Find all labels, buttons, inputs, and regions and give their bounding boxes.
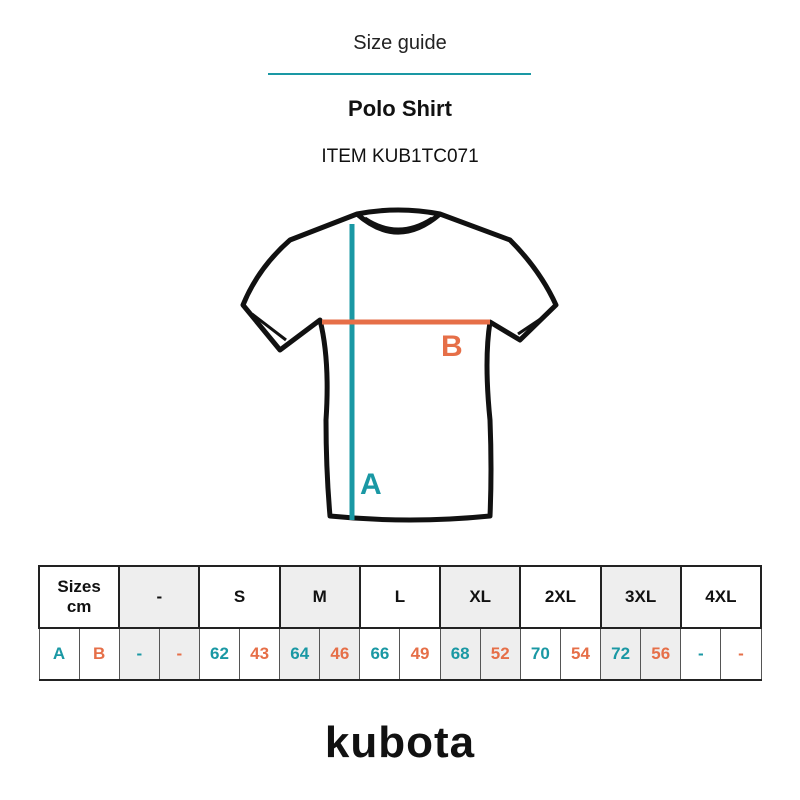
measurement-a: - [118,627,160,681]
row-label-a: A [38,627,80,681]
measurement-a: 68 [439,627,481,681]
size-header: L [358,565,442,629]
tshirt-diagram: A B [240,207,559,523]
measurement-b: 52 [479,627,521,681]
row-label-b: B [78,627,120,681]
measurement-b: - [720,627,762,681]
product-title: Polo Shirt [348,96,452,121]
size-table: Sizes cm - S M L XL 2XL 3XL 4XL A B - -62 4… [37,565,763,681]
measurement-a: 62 [198,627,241,681]
corner-cell: Sizes cm [37,565,121,629]
tshirt-collar [355,212,442,235]
measurement-a: 66 [359,627,401,681]
measurement-row: A B - -62 43 64 46 66 49 68 52 70 54 72 56- - [38,627,762,681]
measurement-b: 54 [559,627,602,681]
size-header: - [118,565,201,629]
item-code: ITEM KUB1TC071 [321,146,479,167]
size-header-row: Sizes cm - S M L XL 2XL 3XL 4XL [37,565,763,629]
measurement-b: 46 [319,627,361,681]
size-header: 3XL [599,565,682,629]
size-header: XL [439,565,522,629]
tshirt-outline [240,207,559,523]
measurement-b: 56 [640,627,682,681]
measurement-b: 49 [399,627,441,681]
size-header: S [198,565,281,629]
title-divider [268,73,531,75]
measurement-a: 72 [600,627,642,681]
measurement-b: 43 [239,627,281,681]
size-header: 4XL [679,565,763,629]
measurement-a: 70 [519,627,561,681]
measurement-b: - [158,627,200,681]
measurement-a: - [680,627,722,681]
size-header: 2XL [519,565,602,629]
kubota-logo: kubota [324,718,476,767]
measurement-a: 64 [279,627,321,681]
measure-label-a: A [360,468,382,501]
size-header: M [278,565,361,629]
measure-label-b: B [441,330,463,363]
size-guide-label: Size guide [353,32,447,54]
